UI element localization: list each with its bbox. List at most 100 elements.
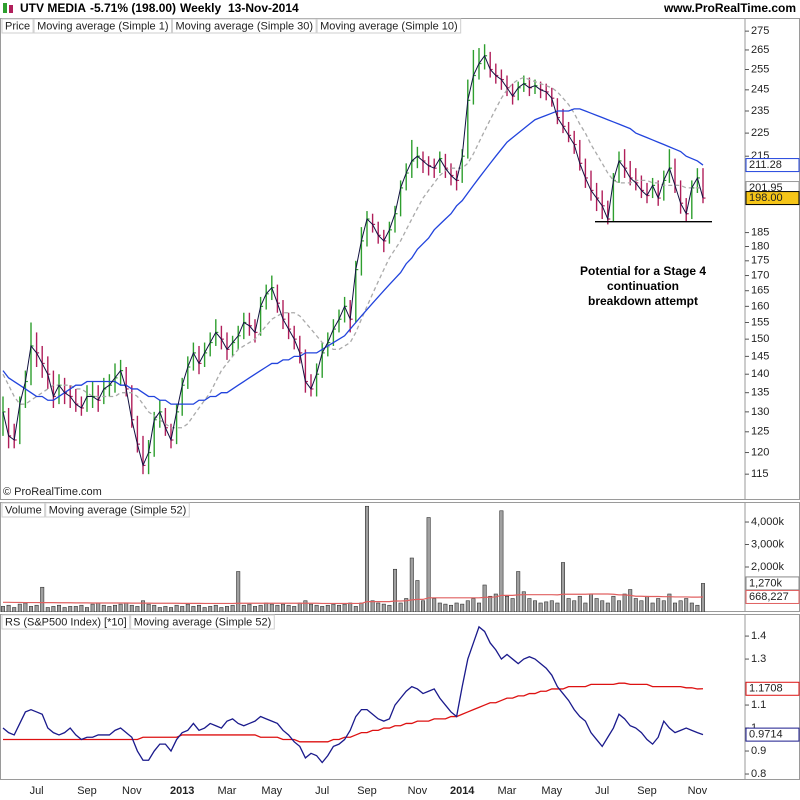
volume-bar: [443, 603, 448, 612]
y-tick-label: 125: [751, 426, 769, 438]
volume-bar: [280, 603, 285, 612]
y-tick-label: 1.4: [751, 630, 766, 642]
volume-bar: [275, 604, 280, 612]
volume-bar: [336, 604, 341, 612]
volume-bar: [28, 606, 33, 612]
volume-bar: [241, 604, 246, 612]
x-tick-label: May: [261, 785, 282, 797]
volume-bar: [180, 606, 185, 612]
plot-area: [2, 44, 712, 475]
y-tick-label: 2,000k: [751, 561, 785, 573]
volume-bar: [415, 580, 420, 612]
annotation: continuation: [607, 279, 679, 293]
volume-bar: [101, 604, 106, 612]
volume-bar: [538, 602, 543, 612]
volume-bar: [157, 607, 162, 612]
y-tick-label: 185: [751, 226, 769, 238]
change: -5.71% (198.00): [90, 1, 176, 15]
y-tick-label: 235: [751, 105, 769, 117]
y-tick-label: 3,000k: [751, 538, 785, 550]
site: www.ProRealTime.com: [663, 1, 796, 15]
series-line: [3, 682, 704, 743]
volume-bar: [225, 606, 230, 612]
value-tag-label: 0.9714: [749, 729, 783, 741]
value-tag-label: 198.00: [749, 192, 783, 204]
x-tick-label: 2014: [450, 785, 475, 797]
x-tick-label: Mar: [218, 785, 237, 797]
legend-box: [1, 502, 46, 518]
volume-bar: [667, 593, 672, 612]
x-tick-label: Nov: [408, 785, 428, 797]
volume-bar: [51, 606, 56, 612]
legend-box: [130, 614, 275, 630]
x-tick-label: May: [541, 785, 562, 797]
value-tag: [745, 589, 800, 604]
volume-bar: [678, 600, 683, 612]
volume-bar: [616, 600, 621, 612]
value-tag-label: 211.28: [749, 159, 782, 171]
volume-bar: [555, 602, 560, 612]
volume-bar: [588, 593, 593, 612]
volume-bar: [96, 602, 101, 612]
volume-bar: [661, 600, 666, 612]
y-tick-label: 155: [751, 316, 769, 328]
y-tick-label: 180: [751, 240, 769, 252]
value-tag-label: 1,270k: [749, 577, 783, 589]
legend-entry: Price: [5, 20, 30, 32]
legend-box: [1, 18, 34, 34]
annotation: Potential for a Stage 4: [580, 264, 706, 278]
y-tick-label: 275: [751, 25, 769, 37]
value-tag: [745, 576, 800, 591]
volume-bar: [499, 510, 504, 612]
y-tick-label: 255: [751, 63, 769, 75]
volume-bar: [471, 598, 476, 612]
volume-bar: [521, 591, 526, 612]
volume-bar: [124, 602, 129, 612]
volume-bar: [297, 602, 302, 612]
volume-bar: [493, 593, 498, 612]
volume-bar: [258, 604, 263, 612]
volume-bar: [292, 606, 297, 612]
legend-entry: RS (S&P500 Index) [*10]: [5, 616, 127, 628]
volume-bar: [23, 602, 28, 612]
volume-bar: [644, 595, 649, 612]
logo-icon: [9, 5, 13, 13]
volume-bar: [404, 598, 409, 612]
volume-bar: [689, 602, 694, 612]
volume-bar: [510, 598, 515, 612]
y-tick-label: 135: [751, 387, 769, 399]
y-tick-label: 145: [751, 350, 769, 362]
volume-bar: [197, 604, 202, 612]
volume-bar: [465, 600, 470, 612]
y-tick-label: 175: [751, 255, 769, 267]
volume-bar: [572, 600, 577, 612]
y-tick-label: 1.1: [751, 699, 766, 711]
volume-bar: [387, 604, 392, 612]
volume-bar: [409, 557, 414, 612]
value-tag: [745, 681, 800, 696]
volume-bar: [68, 606, 73, 612]
annotation: breakdown attempt: [588, 294, 698, 308]
volume-bar: [432, 598, 437, 612]
volume-bar: [398, 602, 403, 612]
volume-bar: [12, 607, 17, 612]
legend-box: [316, 18, 462, 34]
series-line: [2, 54, 704, 467]
volume-bar: [370, 600, 375, 612]
series-line: [2, 625, 704, 764]
volume-bar: [426, 517, 431, 612]
y-tick-label: 120: [751, 446, 769, 458]
watermark: © ProRealTime.com: [3, 486, 102, 498]
volume-bar: [62, 607, 67, 612]
volume-bar: [303, 600, 308, 612]
y-tick-label: 170: [751, 269, 769, 281]
volume-bar: [314, 604, 319, 612]
volume-bar: [420, 600, 425, 612]
volume-bar: [264, 602, 269, 612]
y-tick-label: 150: [751, 333, 769, 345]
y-tick-label: 0.8: [751, 768, 766, 780]
volume-bar: [191, 606, 196, 612]
